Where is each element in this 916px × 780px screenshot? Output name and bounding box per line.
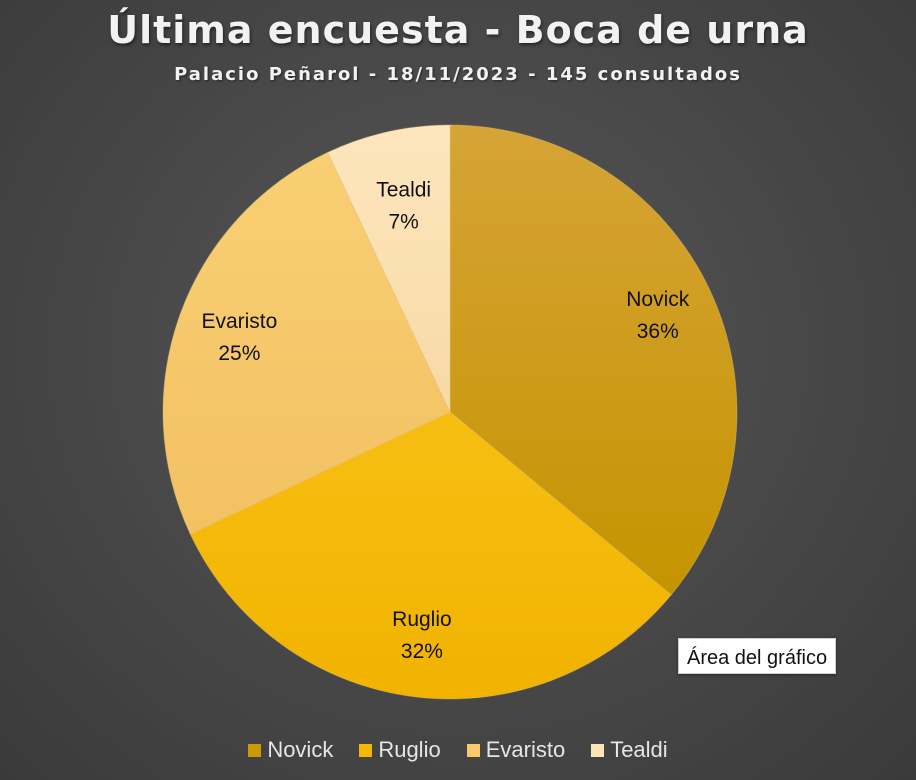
legend-label: Ruglio [378, 737, 441, 762]
slice-category-label: Evaristo [201, 310, 277, 333]
legend-swatch [359, 743, 373, 757]
pie-slice-labels: Novick 36% Ruglio 32% Evaristo 25% Tealdi 7% [201, 179, 689, 663]
slice-category-label: Ruglio [392, 608, 452, 631]
legend[interactable]: Novick Ruglio Evaristo Tealdi [0, 737, 916, 763]
legend-label: Tealdi [610, 737, 668, 762]
pie-slice-tealdi[interactable] [327, 124, 451, 413]
slice-category-label: Novick [626, 288, 690, 311]
legend-item-ruglio[interactable]: Ruglio [359, 737, 441, 763]
legend-item-evaristo[interactable]: Evaristo [466, 737, 566, 763]
slice-percent-label: 36% [637, 320, 679, 343]
legend-swatch [248, 743, 262, 757]
legend-swatch [591, 743, 605, 757]
legend-swatch [466, 743, 480, 757]
slice-category-label: Tealdi [376, 179, 431, 202]
slice-percent-label: 7% [388, 211, 418, 234]
chart-subtitle: Palacio Peñarol - 18/11/2023 - 145 consu… [174, 64, 742, 85]
legend-label: Novick [267, 737, 334, 762]
slice-percent-label: 32% [401, 640, 443, 663]
slice-percent-label: 25% [218, 342, 260, 365]
legend-label: Evaristo [485, 737, 566, 762]
legend-item-tealdi[interactable]: Tealdi [591, 737, 668, 763]
pie-slice-novick[interactable] [449, 124, 738, 596]
chart-area-tooltip: Área del gráfico [678, 638, 837, 674]
pie-slice-evaristo[interactable] [162, 151, 451, 535]
legend-item-novick[interactable]: Novick [248, 737, 333, 763]
pie-slice-ruglio[interactable] [189, 411, 672, 700]
pie-slices [162, 124, 738, 700]
chart-title: Última encuesta - Boca de urna [107, 8, 809, 52]
